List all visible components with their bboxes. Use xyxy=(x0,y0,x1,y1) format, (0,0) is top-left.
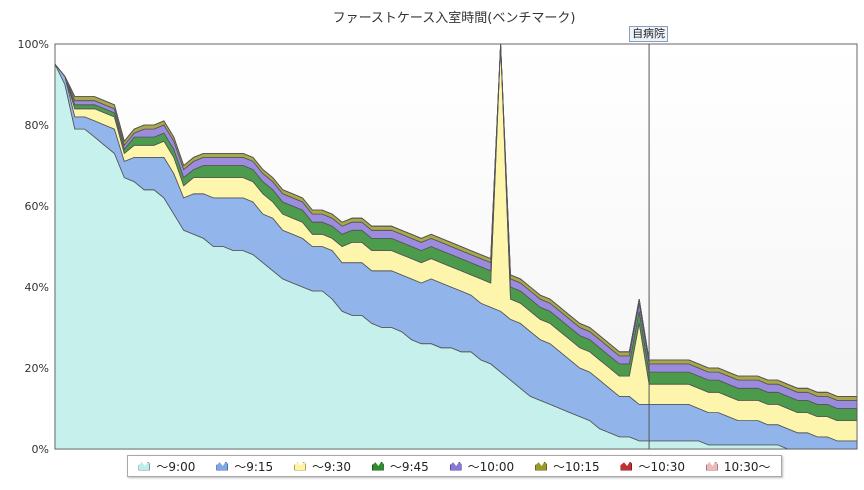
series-areas xyxy=(54,43,858,450)
legend-swatch xyxy=(294,461,307,471)
legend-item: ～9:30 xyxy=(294,458,351,475)
legend-swatch xyxy=(371,461,384,471)
legend-label: ～9:00 xyxy=(156,459,196,474)
legend-label: ～10:00 xyxy=(467,459,515,474)
legend-label: ～9:30 xyxy=(312,459,351,474)
y-tick-label: 40% xyxy=(25,281,49,294)
y-tick-label: 60% xyxy=(25,200,49,213)
y-tick-label: 80% xyxy=(25,119,49,132)
legend-label: ～10:30 xyxy=(638,459,686,474)
legend-item: ～10:15 xyxy=(535,458,600,475)
series-area-8 xyxy=(54,43,857,397)
chart-title: ファーストケース入室時間(ベンチマーク) xyxy=(333,10,576,26)
legend-item: ～9:45 xyxy=(371,458,429,475)
legend-swatch xyxy=(449,461,462,471)
legend-swatch xyxy=(216,461,229,471)
legend-label: ～9:15 xyxy=(234,459,274,474)
legend: ～9:00 ～9:15 ～9:30 ～9:45 ～10:00 ～10:15 ～10:30 10… xyxy=(127,455,782,477)
y-tick-label: 20% xyxy=(25,362,49,375)
legend-item: ～9:15 xyxy=(216,458,273,475)
legend-item: ～10:30 xyxy=(620,458,685,475)
legend-item: ～10:00 xyxy=(449,458,515,475)
legend-swatch xyxy=(705,461,718,471)
legend-swatch xyxy=(535,461,548,471)
legend-item: 10:30～ xyxy=(705,458,771,475)
legend-label: ～9:45 xyxy=(389,459,429,474)
legend-label: ～10:15 xyxy=(553,459,600,474)
legend-item: ～9:00 xyxy=(138,458,195,475)
legend-label: 10:30～ xyxy=(723,459,771,474)
legend-swatch xyxy=(138,461,151,471)
y-tick-label: 100% xyxy=(18,38,49,51)
y-axis: 0% 20% 40% 60% 80% 100% xyxy=(18,38,49,456)
y-tick-label: 0% xyxy=(32,443,49,456)
legend-swatch xyxy=(620,461,633,471)
highlight-marker-label: 自病院 xyxy=(629,26,669,42)
